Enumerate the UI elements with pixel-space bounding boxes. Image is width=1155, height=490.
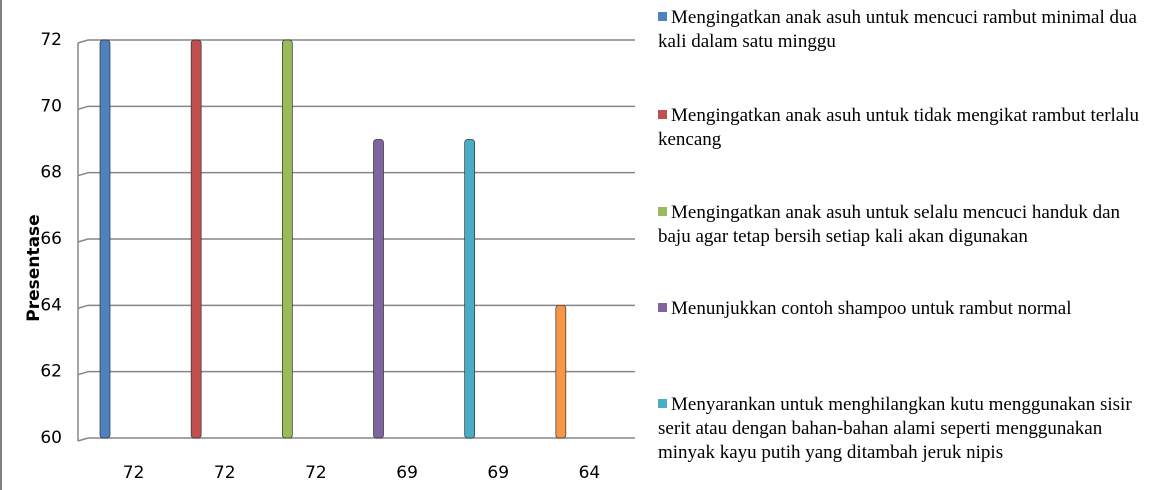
legend-entry: Mengingatkan anak asuh untuk mencuci ram… [658,6,1150,54]
legend-entry: Menunjukkan contoh shampoo untuk rambut … [658,297,1150,321]
y-tick-label: 64 [40,295,62,315]
x-tick-label: 72 [123,463,145,483]
grid-depth [77,105,89,111]
y-tick-label: 60 [40,428,62,448]
x-tick-label: 72 [214,463,236,483]
legend-swatch [658,303,667,312]
legend-swatch [658,110,667,119]
legend-entry: Mengingatkan anak asuh untuk tidak mengi… [658,104,1150,152]
y-tick-label: 72 [40,30,62,50]
x-tick-label: 69 [487,463,509,483]
y-axis-label: Presentase [24,214,44,321]
x-tick-label: 69 [396,463,418,483]
y-tick-label: 70 [40,96,62,116]
grid-depth [77,238,89,243]
legend-label: Menyarankan untuk menghilangkan kutu men… [658,394,1132,463]
y-tick-label: 62 [40,362,62,382]
legend-label: Mengingatkan anak asuh untuk tidak mengi… [658,105,1140,150]
legend-entry: Mengingatkan anak asuh untuk selalu menc… [658,201,1150,249]
legend-swatch [658,12,667,21]
y-tick-label: 68 [40,163,62,183]
x-tick-label: 64 [579,463,601,483]
legend-label: Menunjukkan contoh shampoo untuk rambut … [671,298,1072,319]
grid-depth [77,370,89,376]
grid-depth [77,39,89,44]
bar [281,39,293,439]
bar [464,139,476,439]
legend-swatch [658,399,667,408]
y-tick-label: 66 [40,229,62,249]
grid-depth [77,304,89,310]
bar [190,39,202,439]
bar [555,304,567,439]
grid-depth [77,437,89,442]
legend-label: Mengingatkan anak asuh untuk selalu menc… [658,202,1121,247]
legend-entry: Menyarankan untuk menghilangkan kutu men… [658,393,1150,465]
x-tick-label: 72 [305,463,327,483]
bar [373,139,384,439]
grid-depth [77,171,89,177]
legend-label: Mengingatkan anak asuh untuk mencuci ram… [658,7,1137,52]
legend-swatch [658,207,667,216]
bar [99,39,111,439]
